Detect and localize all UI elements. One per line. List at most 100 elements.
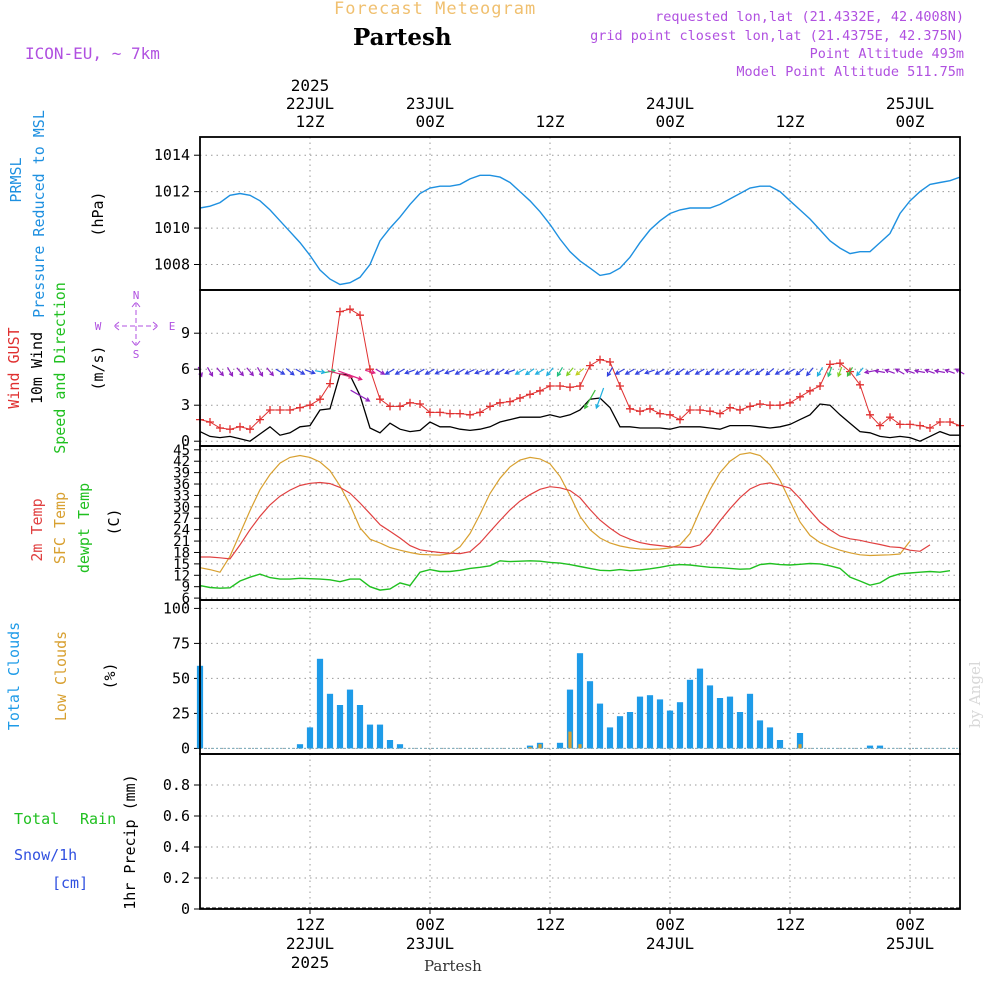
gust-marker <box>796 392 804 401</box>
gust-marker <box>886 413 894 422</box>
temperature-ytick-label: 12 <box>173 568 190 584</box>
gust-marker <box>646 404 654 413</box>
gust-marker <box>406 398 414 407</box>
gust-marker <box>576 382 584 390</box>
gust-marker <box>476 408 484 417</box>
temperature-ytick-label: 21 <box>173 534 190 550</box>
total-cloud-bar <box>586 681 594 749</box>
low-cloud-bar <box>578 744 582 749</box>
gust-marker <box>916 421 924 430</box>
precip-ytick-label: 0.8 <box>163 776 190 794</box>
gust-marker <box>746 402 754 411</box>
pressure-title: PRMSL <box>7 157 25 202</box>
total-cloud-bar <box>646 695 654 749</box>
precip-panel-frame <box>199 753 961 910</box>
total-cloud-bar <box>696 668 704 749</box>
wind-direction-arrow <box>226 366 234 377</box>
t2m-temp-line <box>200 481 931 560</box>
compass-s: S <box>133 348 140 361</box>
gust-marker <box>426 408 434 417</box>
wind-direction-arrow <box>784 368 795 375</box>
wind-direction-arrow <box>246 367 255 377</box>
gust-marker <box>716 409 724 418</box>
low-cloud-bar <box>798 744 802 749</box>
wind-direction-arrow <box>855 367 864 377</box>
total-cloud-bar <box>666 710 674 749</box>
bottom-time-label: 00Z <box>896 915 925 934</box>
gust-marker <box>226 425 234 434</box>
gust-marker <box>486 402 494 411</box>
gust-marker <box>826 360 834 369</box>
total-cloud-bar <box>356 705 364 749</box>
gust-marker <box>756 400 764 408</box>
wind-direction-arrow <box>384 368 395 375</box>
wind-direction-arrow <box>873 368 886 374</box>
gust-marker <box>466 410 474 419</box>
total-cloud-bar <box>396 744 404 749</box>
wind-direction-arrow <box>694 368 705 375</box>
top-time-label: 12Z <box>536 112 565 131</box>
total-cloud-bar <box>566 689 574 749</box>
wind-direction-arrow <box>474 369 485 375</box>
wind-direction-arrow <box>464 368 475 375</box>
wind-direction-arrow <box>584 389 596 410</box>
clouds-ytick-label: 75 <box>172 634 190 652</box>
wind-direction-arrow <box>684 368 695 375</box>
gust-marker <box>766 401 774 410</box>
wind-direction-arrow <box>314 369 327 375</box>
bottom-time-label: 2025 <box>291 953 330 972</box>
total-cloud-bar <box>316 658 324 749</box>
wind-direction-arrow <box>827 366 833 378</box>
pressure-panel-frame <box>199 136 961 291</box>
total-cloud-bar <box>876 745 884 749</box>
wind-direction-arrow <box>704 368 715 376</box>
dewpt-label: dewpt Temp <box>75 483 93 573</box>
total-cloud-bar <box>726 696 734 749</box>
gust-marker <box>536 386 544 395</box>
gust-marker <box>416 400 424 408</box>
pressure-ytick-label: 1012 <box>154 183 190 201</box>
top-time-label: 24JUL <box>646 94 694 113</box>
gust-marker <box>616 382 624 390</box>
pressure-line <box>199 174 961 286</box>
total-cloud-bar <box>336 705 344 749</box>
gust-marker <box>266 406 274 414</box>
wind-direction-arrow <box>484 368 495 375</box>
wind-direction-arrow <box>556 366 564 377</box>
precip-ytick-label: 0 <box>181 900 190 918</box>
temperature-ytick-label: 6 <box>182 591 190 607</box>
bottom-time-label: 12Z <box>296 915 325 934</box>
total-cloud-bar <box>386 740 394 749</box>
chart-title: Forecast Meteogram <box>334 0 537 19</box>
gust-marker <box>776 401 784 410</box>
wind-direction-arrow <box>944 368 955 374</box>
bottom-time-label: 12Z <box>776 915 805 934</box>
location-title: Partesh <box>353 24 452 51</box>
wind-direction-arrow <box>365 369 377 375</box>
wind-direction-arrow <box>634 368 645 375</box>
gust-marker <box>496 398 504 407</box>
gust-marker <box>446 409 454 418</box>
wind-direction-arrow <box>275 368 286 375</box>
wind-direction-arrow <box>236 367 245 377</box>
temperature-ytick-label: 42 <box>173 454 190 470</box>
bottom-time-label: 00Z <box>656 915 685 934</box>
gust-marker <box>436 408 444 417</box>
total-cloud-bar <box>766 727 774 749</box>
gust-marker <box>216 424 224 432</box>
gust-marker <box>456 409 464 418</box>
wind-direction-arrow <box>504 369 515 375</box>
wind-direction-arrow <box>884 368 895 374</box>
wind-direction-arrow <box>424 368 435 375</box>
snow-unit-label: [cm] <box>52 874 88 892</box>
total-cloud-bar <box>296 744 304 749</box>
footer-location: Partesh <box>424 957 482 975</box>
wind-ytick-label: 3 <box>181 396 190 414</box>
gust-marker <box>656 409 664 418</box>
gust-marker <box>376 395 384 404</box>
snow-label: Snow/1h <box>14 846 77 864</box>
total-cloud-bar <box>306 727 314 749</box>
gust-marker <box>606 358 614 366</box>
wind-direction-arrow <box>674 368 685 376</box>
total-cloud-bar <box>376 724 384 749</box>
